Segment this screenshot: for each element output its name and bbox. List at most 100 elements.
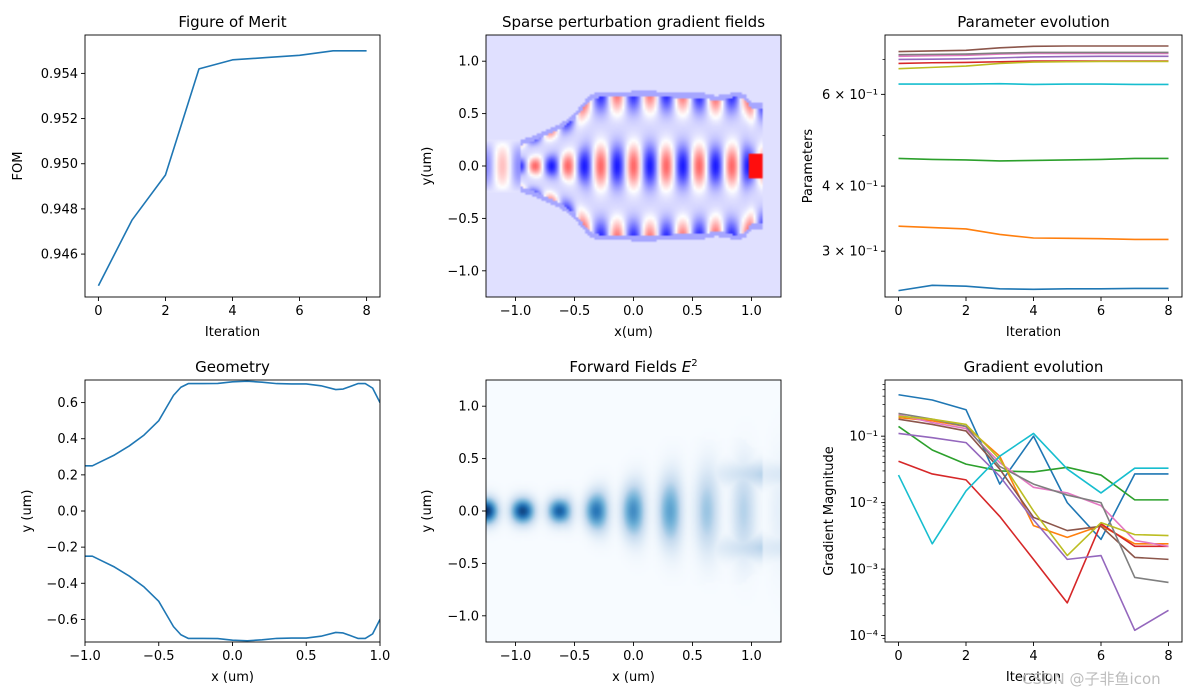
series-line-g3 <box>898 425 1169 501</box>
series-line-p9 <box>898 60 1169 70</box>
x-tick-label: 6 <box>295 304 303 319</box>
y-tick-label: 10⁻² <box>849 496 878 511</box>
x-tick-label: 8 <box>362 304 370 319</box>
series-line-g2 <box>898 416 1169 545</box>
chart-gradevo: Gradient evolution 0 2 4 6 8 10⁻⁴ 10⁻³ 10⁻² 10⁻¹ I… <box>822 358 1183 685</box>
series-line-upper <box>85 380 380 467</box>
x-tick-label: 0.5 <box>682 649 703 664</box>
x-tick-label: 2 <box>962 649 970 664</box>
chart-title: Sparse perturbation gradient fields <box>502 13 765 31</box>
x-tick-label: −0.5 <box>559 649 591 664</box>
y-axis-label: FOM <box>11 152 26 181</box>
x-tick-label: 6 <box>1097 304 1105 319</box>
chart-title: Gradient evolution <box>964 358 1104 376</box>
y-axis-label: y (um) <box>420 490 435 533</box>
title-main: Forward Fields <box>569 358 681 376</box>
plot-area <box>85 380 380 642</box>
series-line-p10 <box>898 82 1169 86</box>
x-tick-label: 0.0 <box>222 649 243 664</box>
plot-area <box>97 50 367 287</box>
y-tick-label: 0.0 <box>57 505 78 520</box>
chart-fom: Figure of Merit 0 2 4 6 8 0.946 0.948 0.950 0.952… <box>11 13 381 340</box>
x-tick-label: 1.0 <box>741 304 762 319</box>
x-tick-label: 0 <box>894 649 902 664</box>
y-tick-label: 10⁻³ <box>849 563 878 578</box>
x-axis-label: x(um) <box>614 325 653 340</box>
y-tick-label: 1.0 <box>458 400 479 415</box>
y-tick-label: 0.5 <box>458 107 479 122</box>
y-tick-label: 10⁻⁴ <box>849 629 878 644</box>
y-tick-label: 3 × 10⁻¹ <box>822 245 878 260</box>
y-tick-label: 0.950 <box>41 157 78 172</box>
y-axis-label: y (um) <box>20 490 35 533</box>
x-tick-label: −1.0 <box>500 649 532 664</box>
y-tick-label: −0.2 <box>46 541 78 556</box>
x-tick-label: 4 <box>228 304 236 319</box>
x-axis-label: Iteration <box>1006 670 1061 685</box>
x-axis-label: x (um) <box>612 670 655 685</box>
x-tick-label: 1.0 <box>741 649 762 664</box>
y-axis-label: Parameters <box>801 129 816 204</box>
y-axis-label: y(um) <box>420 147 435 186</box>
y-axis-label: Gradient Magnitude <box>822 446 837 576</box>
series-line-g5 <box>898 432 1169 632</box>
watermark: CSDN @子非鱼icon <box>1022 670 1161 688</box>
y-tick-label: 1.0 <box>458 55 479 70</box>
heatmap-image <box>486 380 781 642</box>
plot-area <box>897 393 1169 632</box>
series-line-p1 <box>898 284 1169 292</box>
series-line-p3 <box>898 157 1169 162</box>
series-line-FOM <box>97 50 367 287</box>
series-line-g9 <box>898 415 1169 557</box>
series-line-p2 <box>898 225 1169 241</box>
x-tick-label: 0.0 <box>623 304 644 319</box>
y-tick-label: 0.4 <box>57 432 78 447</box>
y-tick-label: 6 × 10⁻¹ <box>822 88 878 103</box>
series-line-g7 <box>898 413 1169 548</box>
x-axis-label: x (um) <box>211 670 254 685</box>
chart-title: Parameter evolution <box>957 13 1110 31</box>
y-tick-label: 0.946 <box>41 248 78 263</box>
axes-frame <box>84 34 381 298</box>
chart-title: Figure of Merit <box>178 13 286 31</box>
x-tick-label: 1.0 <box>370 649 391 664</box>
x-tick-label: 4 <box>1029 304 1037 319</box>
x-tick-label: 0.0 <box>623 649 644 664</box>
x-tick-label: 8 <box>1164 304 1172 319</box>
x-tick-label: −1.0 <box>500 304 532 319</box>
y-tick-label: 0.0 <box>458 505 479 520</box>
x-tick-label: 8 <box>1164 649 1172 664</box>
title-var: E <box>682 358 692 376</box>
x-axis-label: Iteration <box>1006 325 1061 340</box>
y-tick-label: 0.0 <box>458 160 479 175</box>
y-tick-label: −0.5 <box>447 557 479 572</box>
y-tick-label: 0.954 <box>41 67 78 82</box>
x-tick-label: 6 <box>1097 649 1105 664</box>
series-line-g1 <box>898 393 1169 541</box>
series-line-p7 <box>898 52 1169 58</box>
y-tick-label: −1.0 <box>447 609 479 624</box>
x-tick-label: −0.5 <box>143 649 175 664</box>
x-tick-label: 0 <box>894 304 902 319</box>
y-tick-label: 0.952 <box>41 112 78 127</box>
y-tick-label: −0.4 <box>46 577 78 592</box>
series-line-g6 <box>898 418 1169 561</box>
chart-geometry: Geometry −1.0 −0.5 0.0 0.5 1.0 −0.6 −0.4 −0.2 0.0… <box>20 358 390 685</box>
chart-title: Geometry <box>195 358 270 376</box>
y-tick-label: 0.948 <box>41 202 78 217</box>
series-line-g10 <box>897 432 1169 545</box>
x-tick-label: 0.5 <box>682 304 703 319</box>
x-tick-label: 2 <box>962 304 970 319</box>
x-tick-label: 2 <box>161 304 169 319</box>
y-tick-label: 0.2 <box>57 468 78 483</box>
y-tick-label: 4 × 10⁻¹ <box>822 180 878 195</box>
y-tick-label: −0.6 <box>46 613 78 628</box>
x-tick-label: 0 <box>94 304 102 319</box>
heatmap-image <box>486 35 781 297</box>
plot-area <box>898 45 1169 292</box>
y-tick-label: −0.5 <box>447 212 479 227</box>
axes-frame <box>84 379 381 643</box>
series-line-lower <box>85 555 380 642</box>
series-line-p6 <box>898 45 1169 53</box>
